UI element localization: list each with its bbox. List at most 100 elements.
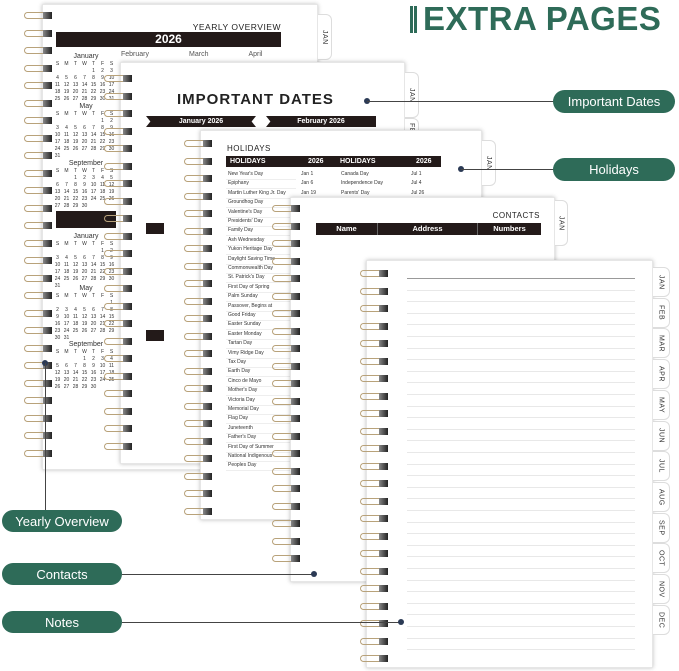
holiday-rule: [226, 254, 296, 256]
spiral-ring-icon: [272, 520, 300, 527]
day: 26: [81, 328, 88, 334]
day: 16: [90, 370, 97, 376]
holiday-name: Tax Day: [228, 359, 247, 365]
note-line: [407, 649, 635, 651]
contacts-header: Name Address Numbers: [316, 223, 541, 235]
tab-jan-important[interactable]: JAN: [405, 72, 419, 118]
spiral-ring-icon: [184, 507, 212, 515]
tab-jan-contacts[interactable]: JAN: [555, 200, 568, 246]
holiday-rule: [226, 395, 296, 397]
holiday-rule: [226, 470, 296, 472]
month-tab[interactable]: NOV: [653, 574, 670, 604]
month-tab[interactable]: MAY: [653, 389, 670, 420]
holiday-name: Easter Sunday: [228, 321, 261, 328]
month-tab[interactable]: DEC: [653, 604, 670, 635]
yearly-overview-label: Yearly Overview: [2, 510, 122, 532]
spiral-ring-icon: [184, 157, 212, 165]
month-tab[interactable]: MAR: [653, 328, 670, 359]
week-row: 4 5 6 7 8 9 10: [53, 75, 119, 82]
important-dates-title: IMPORTANT DATES: [177, 91, 334, 108]
spiral-ring-icon: [104, 407, 132, 415]
day: 23: [99, 89, 106, 95]
day: [62, 356, 71, 363]
holiday-date: Jul 26: [411, 189, 425, 196]
spiral-ring-icon: [272, 450, 300, 457]
month-tab[interactable]: FEB: [653, 297, 670, 328]
day: 20: [63, 377, 70, 383]
day: [71, 248, 80, 255]
holiday-rule: [226, 244, 296, 246]
spiral-ring-icon: [104, 127, 132, 135]
spiral-ring-icon: [272, 205, 300, 212]
spiral-ring-icon: [272, 327, 300, 335]
day: 29: [81, 384, 88, 390]
day: 23: [81, 196, 88, 202]
holiday-rule: [226, 376, 296, 378]
holiday-name: Cinco de Mayo: [228, 377, 262, 384]
spiral-ring-icon: [24, 12, 52, 19]
month-tab[interactable]: AUG: [653, 481, 670, 512]
holiday-name: Canada Day: [341, 171, 369, 177]
day: 2: [110, 248, 113, 254]
day: 8: [74, 182, 77, 188]
spiral-ring-icon: [104, 372, 132, 380]
month-tab[interactable]: JUN: [653, 420, 670, 451]
spiral-ring-icon: [24, 47, 52, 54]
day: 16: [81, 189, 88, 195]
holiday-rule: [226, 367, 296, 368]
spiral-ring-icon: [360, 427, 388, 435]
month-tab[interactable]: SEP: [653, 512, 670, 543]
holidays-label: Holidays: [553, 158, 675, 181]
day: 28: [90, 276, 97, 282]
day: 28: [72, 384, 79, 390]
spiral-ring-icon: [360, 445, 388, 452]
top-months: February March April: [121, 51, 262, 58]
month-name: May: [79, 285, 93, 292]
tab-jan-yearly[interactable]: JAN: [318, 14, 332, 60]
spiral-ring-icon: [184, 332, 212, 340]
holidays-year-2: 2026: [416, 158, 432, 165]
spiral-ring-icon: [24, 204, 52, 212]
weekday: T: [91, 349, 96, 355]
spiral-ring-icon: [184, 367, 212, 375]
day: 17: [63, 321, 70, 327]
month-tab[interactable]: JAN: [653, 267, 670, 297]
spiral-ring-icon: [104, 320, 132, 327]
day: 13: [81, 262, 88, 268]
day: 28: [81, 96, 88, 102]
day: 31: [54, 153, 61, 159]
day: [71, 300, 80, 307]
month-tab[interactable]: APR: [653, 359, 670, 390]
weekday: M: [64, 293, 69, 299]
month-tab[interactable]: OCT: [653, 543, 670, 574]
spiral-ring-icon: [24, 169, 52, 177]
month-tab[interactable]: JUL: [653, 451, 670, 482]
spiral-ring-icon: [24, 257, 52, 264]
spiral-ring-icon: [24, 309, 52, 317]
day: 3: [65, 307, 68, 313]
day: 18: [63, 269, 70, 275]
day: [71, 118, 80, 125]
tab-jan-holidays[interactable]: JAN: [482, 140, 496, 186]
spiral-ring-icon: [272, 240, 300, 247]
contacts-pointer: [311, 571, 317, 577]
day: 29: [99, 146, 106, 152]
holiday-rule: [226, 348, 296, 350]
spiral-ring-icon: [24, 274, 52, 282]
day: 3: [56, 255, 59, 261]
spiral-ring-icon: [184, 245, 212, 252]
day: 7: [92, 255, 95, 261]
day: 17: [108, 82, 115, 88]
spiral-ring-icon: [184, 420, 212, 427]
day: 27: [54, 203, 61, 209]
spiral-ring-icon: [24, 379, 52, 387]
spiral-ring-icon: [24, 99, 52, 107]
day: 29: [108, 328, 115, 334]
day: 28: [90, 146, 97, 152]
